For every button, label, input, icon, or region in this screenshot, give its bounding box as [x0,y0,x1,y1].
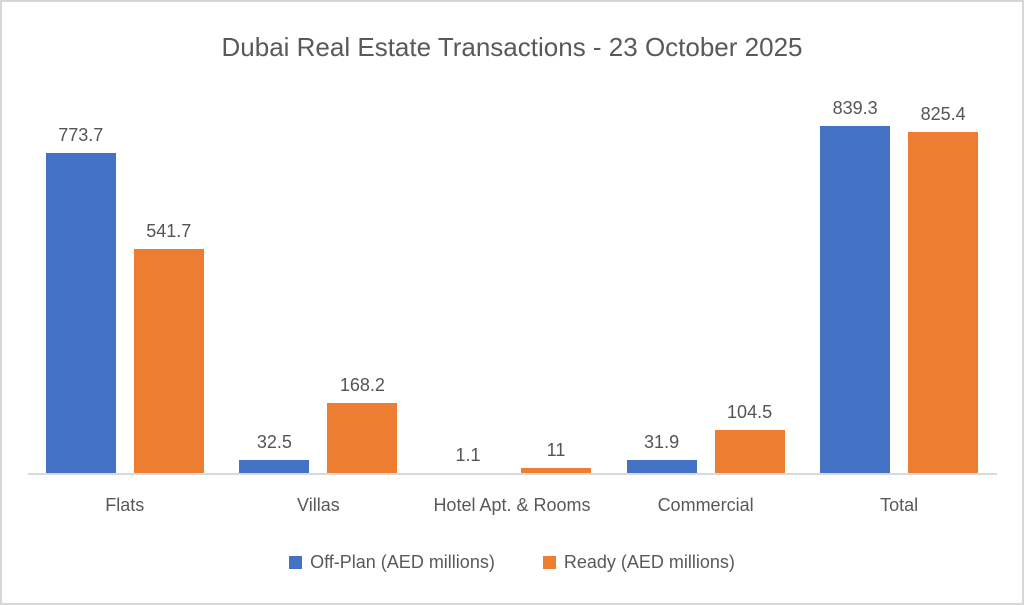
data-label-off-plan-aed-millions-villas: 32.5 [256,431,292,452]
legend-swatch-icon [542,556,556,569]
category-group-total: 839.3 825.4 [802,98,996,473]
bar-slot-off-plan-aed-millions-total: 839.3 [820,98,891,473]
legend-item-off-plan-aed-millions: Off-Plan (AED millions) [289,552,495,573]
category-group-commercial: 31.9 104.5 [609,101,803,473]
category-label-commercial: Commercial [657,495,754,515]
legend-label: Ready (AED millions) [563,552,735,572]
data-label-ready-aed-millions-commercial: 104.5 [727,401,773,422]
data-label-off-plan-aed-millions-commercial: 31.9 [644,431,680,452]
bar-off-plan-aed-millions-total [820,126,891,473]
legend-item-ready-aed-millions: Ready (AED millions) [542,552,735,573]
data-label-ready-aed-millions-hotel-apt-rooms: 11 [546,440,566,461]
data-label-ready-aed-millions-total: 825.4 [920,103,966,124]
category-group-villas: 32.5 168.2 [222,101,416,473]
bar-ready-aed-millions-commercial [714,429,785,473]
data-label-off-plan-aed-millions-flats: 773.7 [58,125,104,146]
bar-ready-aed-millions-flats [133,249,204,473]
bar-slot-ready-aed-millions-commercial: 104.5 [714,402,785,473]
category-label-flats: Flats [105,495,145,515]
category-group-hotel-apt-rooms: 1.1 11 [415,101,609,473]
x-axis-category-labels: Flats Villas Hotel Apt. & Rooms Commercial T… [28,495,996,516]
data-label-ready-aed-millions-flats: 541.7 [146,221,192,242]
bar-slot-off-plan-aed-millions-commercial: 31.9 [626,432,697,473]
bar-slot-off-plan-aed-millions-flats: 773.7 [45,125,116,473]
category-label-villas: Villas [297,495,340,515]
bar-off-plan-aed-millions-commercial [626,459,697,473]
legend-label: Off-Plan (AED millions) [310,552,495,572]
data-label-ready-aed-millions-villas: 168.2 [339,375,385,396]
bar-ready-aed-millions-villas [327,403,398,473]
chart-title: Dubai Real Estate Transactions - 23 Octo… [221,32,803,62]
bar-slot-off-plan-aed-millions-villas: 32.5 [239,432,310,473]
bar-off-plan-aed-millions-flats [45,153,116,473]
chart-legend: Off-Plan (AED millions) Ready (AED millio… [2,552,1022,573]
bar-slot-ready-aed-millions-total: 825.4 [908,104,979,473]
bar-ready-aed-millions-total [908,131,979,473]
bar-slot-ready-aed-millions-hotel-apt-rooms: 11 [520,440,591,473]
legend-swatch-icon [289,556,303,569]
category-group-flats: 773.7 541.7 [28,101,222,473]
bar-off-plan-aed-millions-villas [239,459,310,473]
category-label-hotel-apt-rooms: Hotel Apt. & Rooms [433,495,591,515]
plot-area: 773.7 541.7 32.5 168.2 1.1 11 31.9 104.5 839.3 82… [28,98,996,473]
x-axis-line [28,473,997,475]
category-label-total: Total [880,495,919,515]
bar-ready-aed-millions-hotel-apt-rooms [520,468,591,473]
data-label-off-plan-aed-millions-total: 839.3 [832,98,878,119]
data-label-off-plan-aed-millions-hotel-apt-rooms: 1.1 [455,444,481,465]
bar-slot-ready-aed-millions-flats: 541.7 [133,221,204,473]
bar-slot-ready-aed-millions-villas: 168.2 [327,375,398,473]
